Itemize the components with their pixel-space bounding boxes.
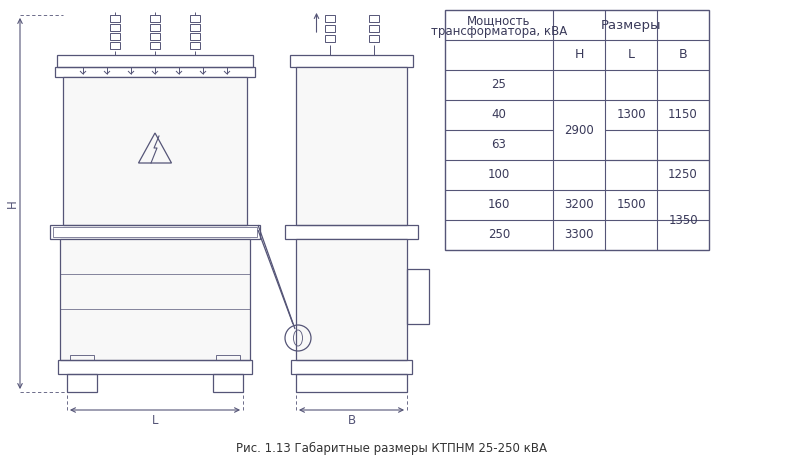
Bar — [190, 33, 200, 40]
Bar — [150, 24, 160, 31]
Bar — [150, 42, 160, 49]
Bar — [110, 33, 120, 40]
Bar — [285, 225, 418, 239]
Text: 3300: 3300 — [564, 229, 593, 241]
Text: B: B — [348, 414, 356, 426]
Bar — [55, 67, 255, 77]
Bar — [296, 67, 407, 225]
Bar — [110, 42, 120, 49]
Bar — [110, 24, 120, 31]
Bar — [50, 225, 260, 239]
Bar — [368, 25, 378, 32]
Text: Рис. 1.13 Габаритные размеры КТПНМ 25-250 кВА: Рис. 1.13 Габаритные размеры КТПНМ 25-25… — [236, 442, 547, 454]
Bar — [58, 360, 252, 374]
Bar — [216, 355, 240, 360]
Bar — [407, 269, 429, 324]
Text: Размеры: Размеры — [601, 18, 661, 32]
Text: Мощность: Мощность — [467, 15, 531, 28]
Bar — [57, 55, 253, 67]
Bar — [291, 360, 412, 374]
Text: L: L — [627, 49, 634, 62]
Text: 25: 25 — [491, 78, 506, 91]
Bar — [190, 15, 200, 22]
Bar — [150, 15, 160, 22]
Bar — [110, 15, 120, 22]
Bar — [368, 35, 378, 42]
Bar — [67, 374, 97, 392]
Text: трансформатора, кВА: трансформатора, кВА — [431, 24, 567, 38]
Bar — [63, 77, 247, 225]
Bar — [60, 239, 250, 360]
Text: 63: 63 — [491, 139, 506, 151]
Text: 1250: 1250 — [668, 168, 698, 181]
Text: H: H — [5, 199, 19, 208]
Text: 1350: 1350 — [668, 213, 698, 226]
Text: 40: 40 — [491, 108, 506, 122]
Text: 2900: 2900 — [564, 123, 594, 136]
Bar — [70, 355, 94, 360]
Bar — [296, 374, 407, 392]
Text: 3200: 3200 — [564, 198, 593, 212]
Bar — [190, 24, 200, 31]
Bar — [324, 15, 334, 22]
Text: 100: 100 — [487, 168, 510, 181]
Text: 1150: 1150 — [668, 108, 698, 122]
Text: L: L — [152, 414, 159, 426]
Bar — [290, 55, 413, 67]
Text: 160: 160 — [487, 198, 510, 212]
Text: 1500: 1500 — [616, 198, 646, 212]
Bar — [53, 227, 257, 237]
Bar — [324, 25, 334, 32]
Bar — [368, 15, 378, 22]
Text: H: H — [575, 49, 584, 62]
Bar — [213, 374, 243, 392]
Text: 1300: 1300 — [616, 108, 646, 122]
Text: B: B — [679, 49, 688, 62]
Text: 250: 250 — [487, 229, 510, 241]
Bar — [150, 33, 160, 40]
Bar — [445, 10, 709, 250]
Bar — [324, 35, 334, 42]
Bar — [296, 239, 407, 360]
Bar — [190, 42, 200, 49]
